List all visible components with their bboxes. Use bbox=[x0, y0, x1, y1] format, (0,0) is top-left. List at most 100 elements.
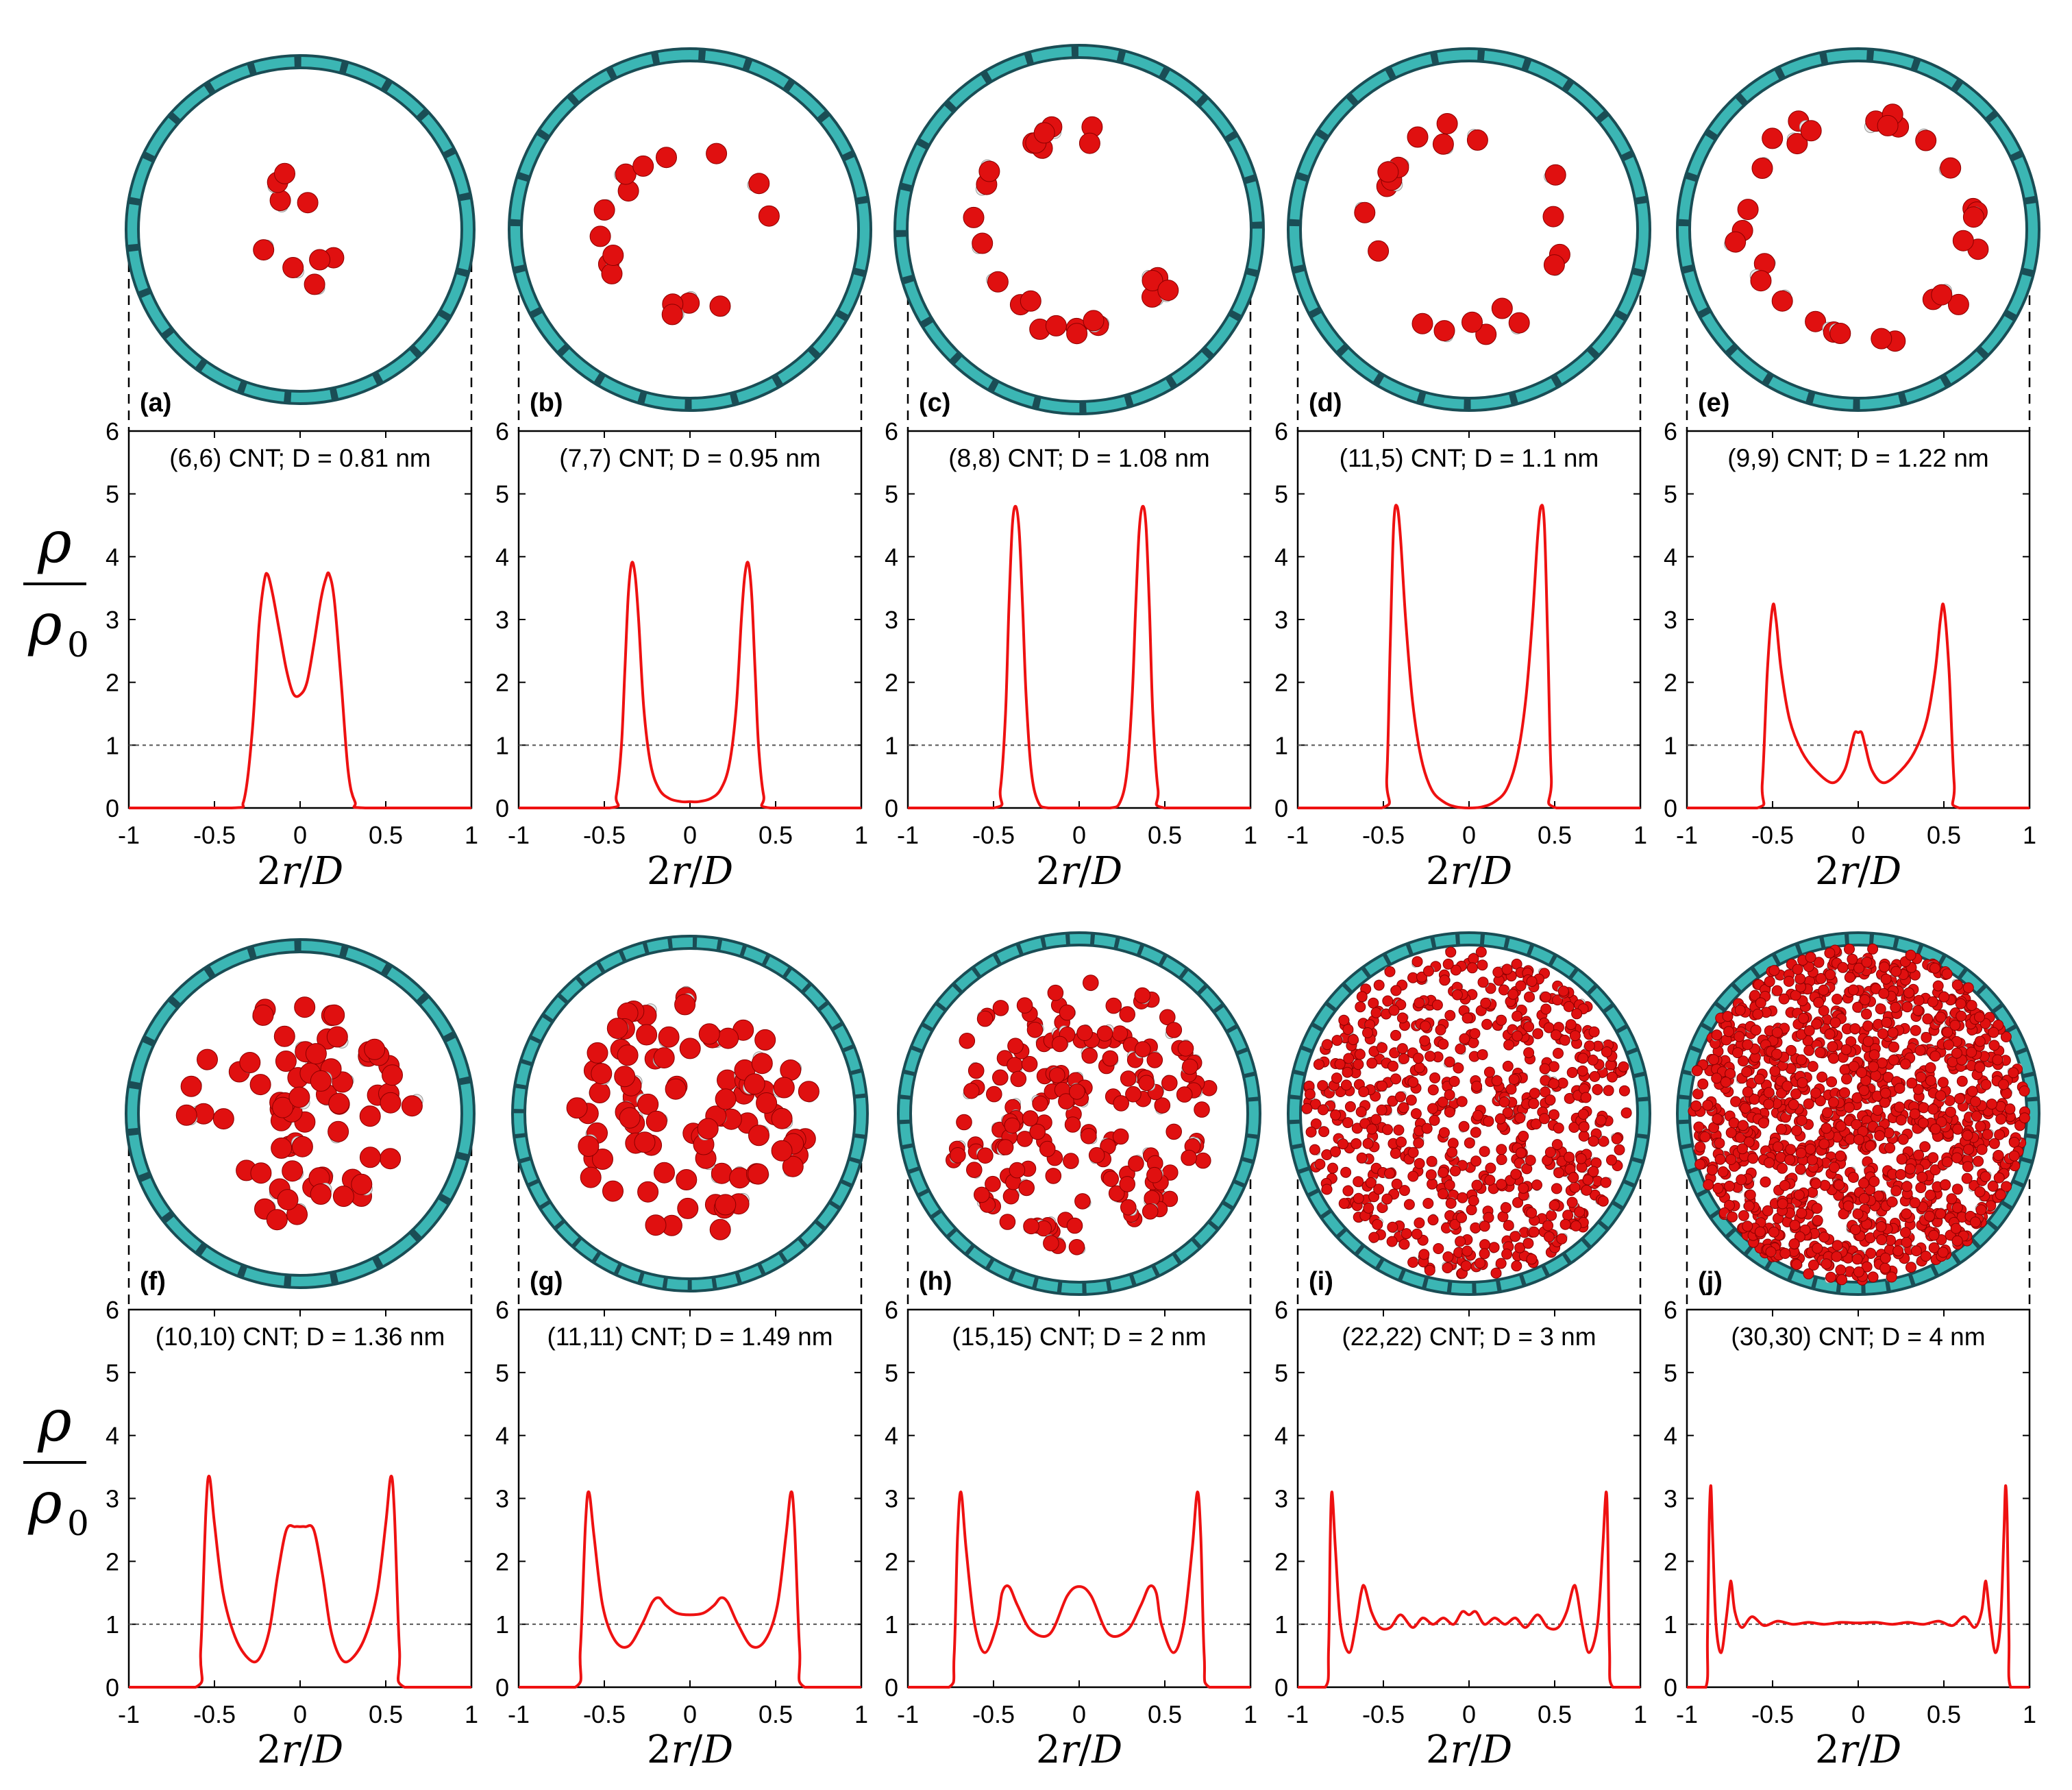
oxygen-atom bbox=[1895, 1168, 1906, 1180]
oxygen-atom bbox=[1451, 989, 1463, 1001]
oxygen-atom bbox=[1384, 966, 1396, 977]
oxygen-atom bbox=[756, 1092, 778, 1114]
x-axis-label-r: r bbox=[1840, 849, 1860, 894]
density-curve bbox=[1687, 602, 2030, 809]
oxygen-atom bbox=[1498, 984, 1509, 996]
oxygen-atom bbox=[1442, 1251, 1454, 1262]
oxygen-atom bbox=[645, 1214, 667, 1236]
density-curve bbox=[519, 561, 861, 810]
oxygen-atom bbox=[1742, 1039, 1753, 1051]
x-axis-label: 2r/D bbox=[257, 1728, 343, 1772]
oxygen-atom bbox=[771, 1140, 793, 1162]
oxygen-atom bbox=[1390, 1148, 1401, 1159]
oxygen-atom bbox=[1697, 1078, 1709, 1090]
oxygen-atom bbox=[1449, 1165, 1461, 1177]
oxygen-atom bbox=[1503, 1039, 1515, 1051]
panel-letter: (d) bbox=[1309, 389, 1342, 417]
oxygen-atom bbox=[1166, 1123, 1182, 1140]
oxygen-atom bbox=[1398, 1102, 1409, 1114]
oxygen-atom bbox=[1425, 1169, 1437, 1181]
oxygen-atom bbox=[1532, 1028, 1544, 1040]
oxygen-atom bbox=[1356, 991, 1368, 1003]
oxygen-atom bbox=[1703, 1179, 1714, 1190]
oxygen-atom bbox=[1796, 1115, 1808, 1126]
oxygen-atom bbox=[175, 1104, 197, 1126]
oxygen-atom bbox=[1844, 972, 1855, 983]
oxygen-atom bbox=[1477, 959, 1488, 971]
y-tick-label: 6 bbox=[885, 1296, 898, 1324]
oxygen-atom bbox=[1694, 1141, 1706, 1153]
oxygen-atom bbox=[977, 1147, 994, 1164]
oxygen-atom bbox=[1867, 1271, 1879, 1283]
x-axis-label-d: D bbox=[1870, 849, 1901, 894]
oxygen-atom bbox=[1763, 1099, 1775, 1110]
oxygen-atom bbox=[273, 1025, 295, 1047]
oxygen-atom bbox=[275, 1051, 297, 1072]
x-axis-label-number: 2 bbox=[257, 1728, 282, 1772]
x-tick-label: -1 bbox=[118, 821, 140, 849]
x-tick-label: 0 bbox=[683, 821, 697, 849]
oxygen-atom bbox=[1877, 1028, 1888, 1040]
oxygen-atom bbox=[1088, 1147, 1105, 1164]
oxygen-atom bbox=[1853, 1266, 1864, 1277]
oxygen-atom bbox=[1937, 1247, 1949, 1258]
x-tick-label: 0.5 bbox=[758, 821, 793, 849]
x-axis-label-number: 2 bbox=[1815, 849, 1840, 894]
oxygen-atom bbox=[1998, 1079, 2010, 1090]
oxygen-atom bbox=[1407, 1170, 1419, 1182]
oxygen-atom bbox=[1549, 1109, 1559, 1120]
oxygen-atom bbox=[1414, 1062, 1425, 1073]
oxygen-atom bbox=[1544, 1147, 1556, 1158]
oxygen-atom bbox=[1737, 199, 1759, 221]
oxygen-atom bbox=[1606, 1071, 1618, 1083]
oxygen-atom bbox=[1330, 1146, 1341, 1157]
oxygen-atom bbox=[999, 1214, 1016, 1230]
oxygen-atom bbox=[1577, 1108, 1589, 1120]
oxygen-atom bbox=[1433, 320, 1455, 342]
y-tick-label: 0 bbox=[495, 1673, 509, 1702]
oxygen-atom bbox=[1475, 1258, 1485, 1269]
oxygen-atom bbox=[1862, 1020, 1874, 1032]
y-tick-label: 0 bbox=[1664, 794, 1677, 822]
nanotube-wall bbox=[1290, 50, 1649, 409]
oxygen-atom bbox=[1793, 1189, 1805, 1201]
oxygen-atom bbox=[1764, 976, 1775, 988]
oxygen-atom bbox=[1818, 1231, 1830, 1243]
oxygen-atom bbox=[359, 1105, 381, 1127]
y-tick-label: 5 bbox=[106, 1359, 119, 1387]
oxygen-atom bbox=[1836, 1274, 1848, 1286]
oxygen-atom bbox=[1962, 1161, 1973, 1173]
oxygen-atom bbox=[1410, 1108, 1422, 1120]
oxygen-atom bbox=[1424, 1264, 1435, 1276]
oxygen-atom bbox=[239, 1052, 261, 1073]
oxygen-atom bbox=[1993, 1172, 2005, 1184]
oxygen-atom bbox=[1768, 965, 1780, 977]
x-axis-label-r: r bbox=[671, 1728, 692, 1772]
oxygen-atom bbox=[1456, 1096, 1468, 1107]
panel-title: (6,6) CNT; D = 0.81 nm bbox=[169, 444, 430, 472]
x-tick-label: 1 bbox=[2023, 821, 2036, 849]
nanotube-illustration bbox=[125, 938, 476, 1310]
y-tick-label: 3 bbox=[495, 606, 509, 634]
oxygen-atom bbox=[1980, 1171, 1991, 1183]
oxygen-atom bbox=[1954, 1093, 1965, 1105]
oxygen-atom bbox=[1427, 1214, 1439, 1226]
x-axis-label: 2r/D bbox=[1036, 1728, 1122, 1772]
x-tick-label: -1 bbox=[897, 1700, 919, 1728]
oxygen-atom bbox=[1734, 1031, 1745, 1042]
oxygen-atom bbox=[1913, 994, 1925, 1006]
y-tick-label: 3 bbox=[1274, 1485, 1288, 1513]
oxygen-atom bbox=[1166, 1022, 1183, 1038]
oxygen-atom bbox=[589, 225, 611, 247]
x-tick-label: 0 bbox=[683, 1700, 697, 1728]
oxygen-atom bbox=[748, 1163, 769, 1185]
oxygen-atom bbox=[1821, 1123, 1832, 1134]
oxygen-atom bbox=[328, 1092, 350, 1114]
oxygen-atom bbox=[676, 1169, 698, 1190]
oxygen-atom bbox=[1522, 1238, 1534, 1249]
oxygen-atom bbox=[1382, 1124, 1393, 1136]
oxygen-atom bbox=[1544, 164, 1566, 186]
y-tick-label: 4 bbox=[106, 1422, 119, 1450]
y-tick-label: 0 bbox=[495, 794, 509, 822]
oxygen-atom bbox=[1083, 310, 1105, 332]
